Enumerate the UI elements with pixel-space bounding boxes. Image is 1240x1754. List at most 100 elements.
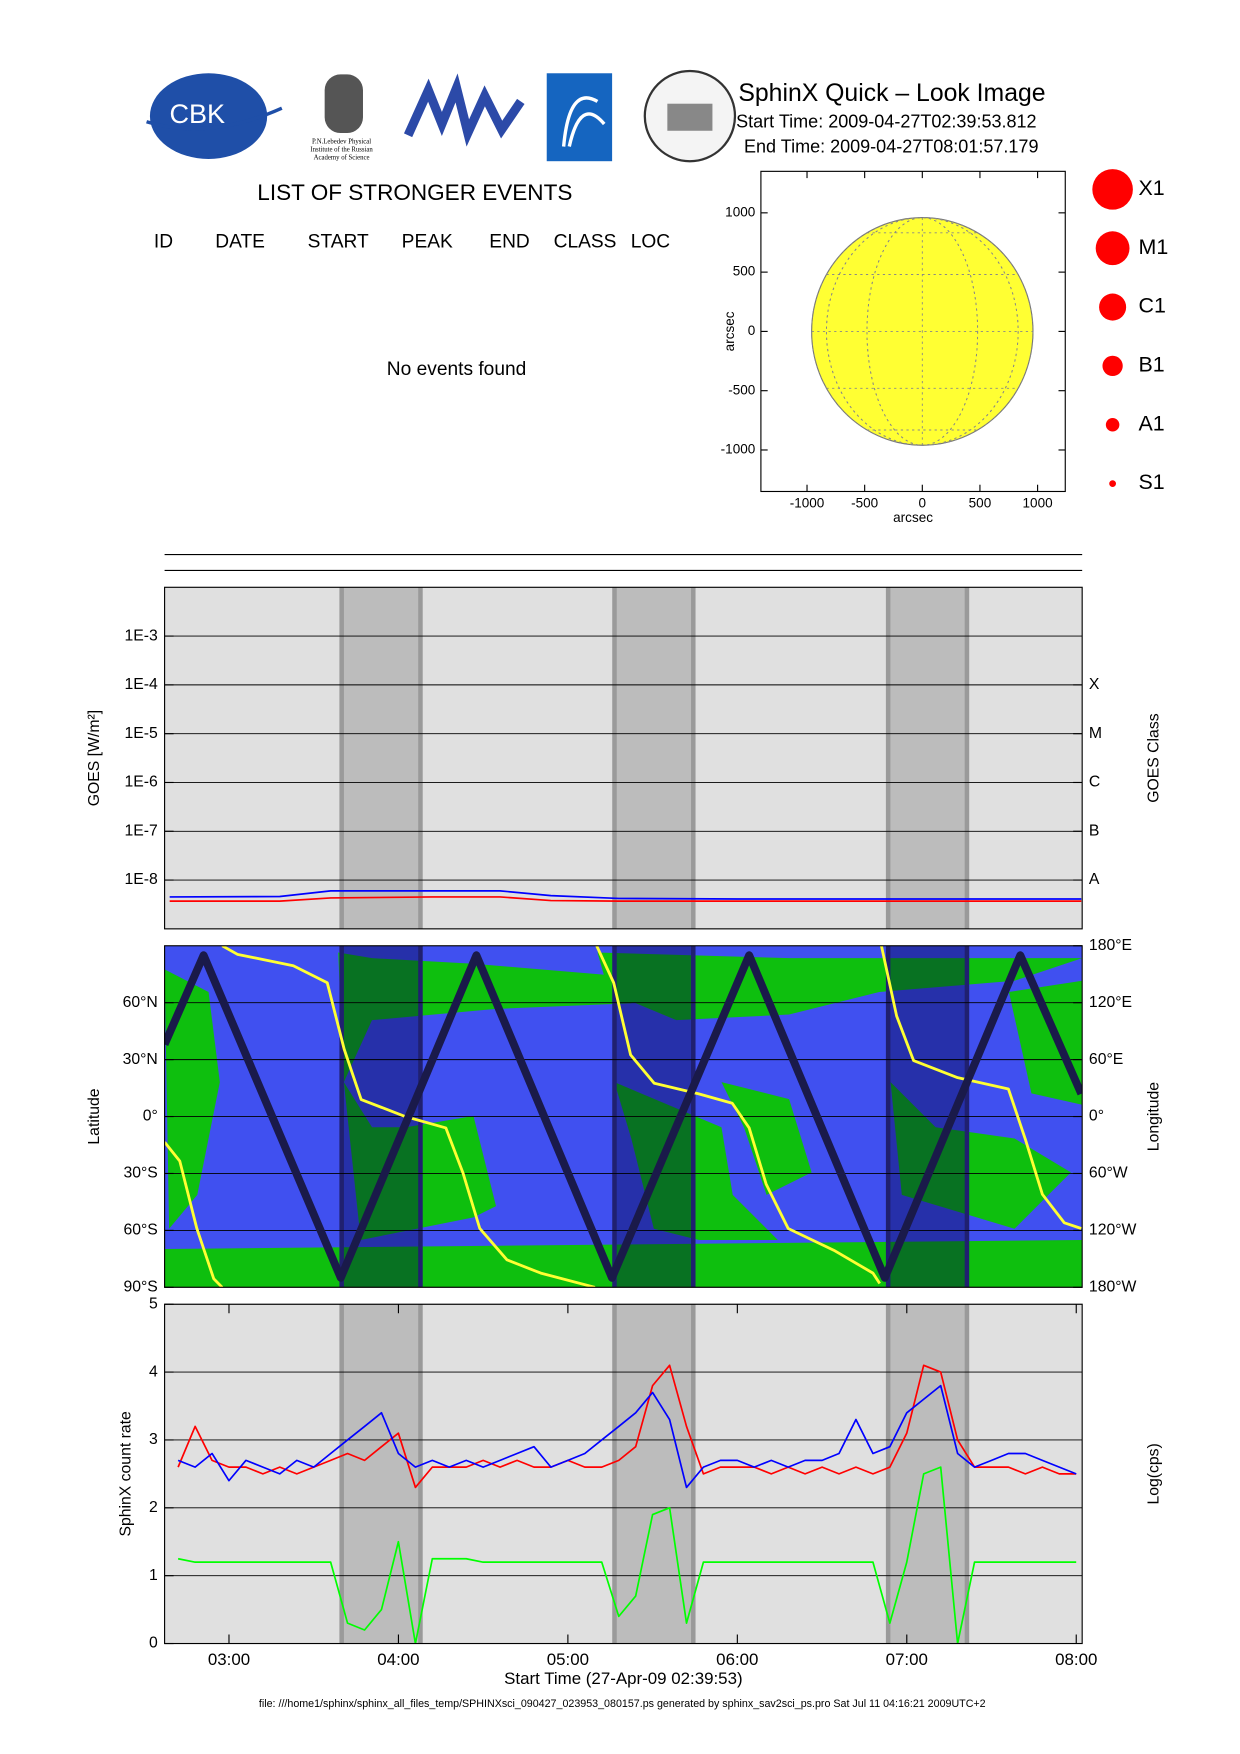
class-label: C1 xyxy=(1139,294,1166,318)
series-line xyxy=(164,951,1083,1282)
events-message: No events found xyxy=(387,359,527,380)
series-line xyxy=(169,890,1082,900)
y-axis-label: GOES [W/m²] xyxy=(86,710,103,806)
column-header: CLASS xyxy=(554,231,617,252)
cbk-text: CBK xyxy=(169,99,225,129)
x-tick-label: 1000 xyxy=(1023,495,1053,510)
eclipse xyxy=(888,587,967,929)
eclipse xyxy=(614,1304,694,1644)
map-region xyxy=(164,969,220,1229)
column-header: LOC xyxy=(631,231,671,252)
y-tick-label: 1E-8 xyxy=(125,871,159,888)
y2-tick-label: 0° xyxy=(1089,1108,1104,1125)
series-line xyxy=(169,896,1082,902)
plot-frame xyxy=(164,586,1083,930)
class-symbol xyxy=(1105,417,1120,432)
map-region xyxy=(614,1082,778,1240)
y-tick-label: 500 xyxy=(733,264,756,279)
y-tick-label: 0 xyxy=(748,323,756,338)
portrait xyxy=(324,74,363,134)
map-region xyxy=(164,1239,1083,1288)
y2-tick-label: M xyxy=(1089,725,1102,742)
series-line xyxy=(177,1364,1077,1489)
x-tick-label: 500 xyxy=(969,495,992,510)
column-header: DATE xyxy=(215,231,265,252)
lebedev-line: Academy of Science xyxy=(314,154,370,161)
y-tick-label: 4 xyxy=(149,1363,158,1380)
end-time: End Time: 2009-04-27T08:01:57.179 xyxy=(744,136,1038,156)
y-axis-label: SphinX count rate xyxy=(117,1411,134,1537)
x-tick-label: 06:00 xyxy=(716,1650,758,1669)
y2-axis-label: Longitude xyxy=(1145,1082,1162,1151)
y2-tick-label: 120°W xyxy=(1089,1222,1137,1239)
y2-tick-label: X xyxy=(1089,676,1100,693)
y2-tick-label: C xyxy=(1089,774,1100,791)
y-tick-label: 30°S xyxy=(123,1165,157,1182)
map-region xyxy=(1008,980,1083,1105)
y-tick-label: 1E-5 xyxy=(125,725,159,742)
y-axis-label: arcsec xyxy=(722,311,737,351)
column-header: START xyxy=(308,231,369,252)
column-header: END xyxy=(489,231,529,252)
y-tick-label: 1E-4 xyxy=(125,676,159,693)
class-label: M1 xyxy=(1139,235,1169,259)
cbk-logo xyxy=(149,73,268,159)
start-time: Start Time: 2009-04-27T02:39:53.812 xyxy=(736,112,1036,132)
class-label: A1 xyxy=(1139,411,1165,435)
x-tick-label: -500 xyxy=(851,495,878,510)
y-axis-label: Latitude xyxy=(86,1088,103,1144)
column-header: PEAK xyxy=(402,231,453,252)
class-label: S1 xyxy=(1139,470,1165,494)
y-tick-label: 1 xyxy=(149,1567,158,1584)
map-region xyxy=(890,1082,1071,1229)
map-region xyxy=(721,1082,812,1195)
cbk-swoosh xyxy=(146,106,283,131)
y2-tick-label: 180°E xyxy=(1089,937,1132,954)
blue-logo-arc xyxy=(561,96,606,147)
footer: file: ///home1/sphinx/sphinx_all_files_t… xyxy=(259,1698,986,1710)
y-tick-label: 30°N xyxy=(123,1051,158,1068)
x-tick-label: 07:00 xyxy=(886,1650,928,1669)
series-line xyxy=(177,1384,1077,1489)
class-symbol xyxy=(1095,231,1130,266)
plot-frame xyxy=(164,1303,1083,1645)
column-header: ID xyxy=(154,231,173,252)
plot-area xyxy=(164,587,1083,929)
map-region xyxy=(597,952,1083,1021)
eclipse xyxy=(614,587,694,929)
plot-frame xyxy=(164,945,1083,1288)
y-tick-label: 1E-7 xyxy=(125,822,158,839)
y-tick-label: -500 xyxy=(728,382,755,397)
y-tick-label: 1E-6 xyxy=(125,774,159,791)
y-tick-label: 0 xyxy=(149,1635,158,1652)
y2-tick-label: 120°E xyxy=(1089,994,1132,1011)
eclipse xyxy=(341,1304,421,1644)
x-axis-label: arcsec xyxy=(893,510,933,525)
y-tick-label: 60°N xyxy=(123,994,158,1011)
x-tick-label: -1000 xyxy=(790,495,825,510)
class-label: X1 xyxy=(1139,176,1165,200)
y-tick-label: -1000 xyxy=(721,442,756,457)
y-tick-label: 5 xyxy=(149,1295,158,1312)
lebedev-line: P.N.Lebedev Physical xyxy=(312,139,371,146)
map-region xyxy=(338,952,677,1083)
y-tick-label: 2 xyxy=(149,1499,158,1516)
y2-tick-label: A xyxy=(1089,871,1100,888)
page-title: SphinX Quick – Look Image xyxy=(738,80,1045,107)
lebedev-line: Institute of the Russian xyxy=(310,146,373,153)
y2-tick-label: 180°W xyxy=(1089,1278,1137,1295)
class-symbol xyxy=(1099,293,1127,321)
events-title: LIST OF STRONGER EVENTS xyxy=(257,180,572,205)
eclipse xyxy=(341,587,421,929)
class-symbol xyxy=(1092,169,1133,210)
plot-area xyxy=(164,945,1083,1288)
eclipse xyxy=(888,1304,967,1644)
x-tick-label: 08:00 xyxy=(1055,1650,1097,1669)
x-tick-label: 0 xyxy=(919,495,927,510)
x-tick-label: 03:00 xyxy=(208,1650,250,1669)
seal-building xyxy=(667,103,713,131)
x-tick-label: 05:00 xyxy=(547,1650,589,1669)
y2-axis-label: GOES Class xyxy=(1145,713,1162,802)
y2-tick-label: 60°E xyxy=(1089,1051,1123,1068)
